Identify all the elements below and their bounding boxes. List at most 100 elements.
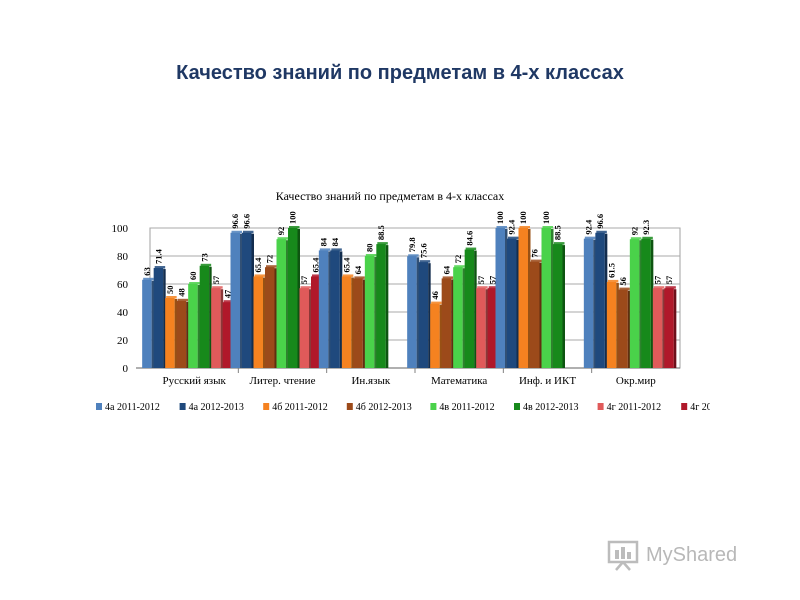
bar-top	[665, 286, 676, 289]
bar	[553, 244, 563, 368]
bar-top	[266, 265, 277, 268]
legend-label: 4б 2012-2013	[356, 402, 412, 413]
bar	[418, 262, 429, 368]
watermark-text: MyShared	[646, 543, 738, 566]
bar-side	[328, 251, 331, 368]
bar	[318, 250, 329, 368]
bar-side	[428, 263, 431, 368]
data-label: 57	[653, 275, 663, 284]
bar-side	[274, 268, 277, 368]
bar-top	[653, 286, 665, 289]
bar	[664, 288, 674, 368]
bar-side	[351, 277, 354, 368]
bar	[265, 267, 275, 368]
bar-top	[200, 263, 212, 267]
bar	[311, 276, 321, 368]
chart-title: Качество знаний по предметам в 4-х класс…	[276, 189, 505, 203]
x-tick-label: Окр.мир	[616, 375, 656, 387]
bar	[606, 281, 617, 368]
bar	[222, 302, 233, 368]
data-label: 64	[441, 265, 451, 274]
data-label: 96.6	[242, 214, 252, 229]
bar	[165, 298, 175, 368]
bar-top	[584, 236, 596, 240]
bar-side	[362, 279, 366, 368]
bar-top	[496, 226, 507, 229]
bar	[407, 256, 417, 368]
bar-side	[505, 229, 508, 368]
y-tick-label: 40	[117, 307, 129, 319]
bar	[276, 239, 286, 368]
data-label: 100	[288, 211, 298, 224]
x-tick-label: Русский язык	[162, 375, 226, 387]
bar-top	[630, 237, 642, 240]
bar	[464, 249, 475, 368]
bar-top	[354, 276, 365, 279]
data-label: 79.8	[407, 237, 417, 252]
x-axis-ticks: Русский язык Литер. чтение Ин.язык Математи…	[162, 368, 656, 387]
data-label: 50	[165, 286, 175, 295]
bar-top	[488, 286, 500, 289]
bar-side	[385, 245, 389, 368]
bar	[618, 289, 628, 368]
legend-swatch	[263, 403, 270, 410]
bar-side	[528, 229, 531, 368]
bar-side	[474, 250, 477, 368]
bar-top	[277, 237, 288, 240]
bar	[376, 244, 386, 368]
data-label: 100	[495, 211, 505, 224]
bar-side	[439, 304, 443, 368]
slide-title: Качество знаний по предметам в 4-х класс…	[176, 62, 624, 84]
bar	[153, 268, 164, 368]
bar-side	[650, 239, 654, 368]
bar-top	[231, 230, 242, 234]
legend-item: 4а 2011-2012	[96, 402, 160, 413]
bar-top	[596, 230, 607, 234]
bar-top	[454, 265, 465, 268]
bar	[641, 238, 651, 368]
bar	[476, 288, 486, 368]
bar-top	[189, 282, 200, 285]
x-tick-label: Литер. чтение	[250, 375, 316, 387]
bar	[299, 288, 309, 368]
data-label: 63	[142, 267, 152, 276]
y-tick-label: 60	[117, 279, 129, 291]
data-label: 72	[453, 255, 463, 264]
data-label: 57	[487, 275, 497, 284]
legend-item: 4в 2012-2013	[514, 402, 579, 413]
y-axis-ticks: 0 20 40 60 80 100	[112, 223, 129, 375]
bar-side	[374, 257, 377, 368]
x-tick-label: Математика	[431, 375, 487, 387]
bar-top	[319, 248, 331, 251]
data-label: 80	[365, 244, 375, 253]
bar-top	[477, 286, 488, 289]
bar-side	[240, 233, 243, 368]
data-label: 46	[430, 291, 440, 300]
legend-item: 4б 2012-2013	[346, 402, 412, 413]
bar-side	[309, 289, 312, 368]
bar-side	[485, 289, 489, 368]
bar-top	[431, 301, 442, 305]
bar	[507, 238, 517, 368]
bar-side	[263, 277, 266, 368]
bar-side	[339, 251, 343, 368]
data-label: 60	[188, 272, 198, 281]
bar-top	[408, 254, 419, 257]
data-label: 84.6	[464, 231, 474, 246]
data-label: 65.4	[311, 257, 321, 273]
bar	[199, 265, 210, 368]
legend: 4а 2011-2012 4а 2012-2013 4б 2011-2012 4б 2…	[96, 402, 710, 413]
bar-top	[166, 296, 177, 299]
bar-side	[516, 239, 519, 368]
bar-side	[627, 290, 631, 368]
bar	[230, 232, 240, 368]
bar-top	[419, 260, 431, 263]
bar-side	[220, 289, 224, 368]
data-label: 75.6	[418, 243, 428, 258]
data-label: 57	[664, 275, 674, 284]
legend-swatch	[346, 403, 353, 410]
legend-swatch	[514, 403, 520, 410]
bar-side	[462, 268, 466, 368]
data-label: 92.4	[507, 219, 517, 235]
bar-top	[465, 247, 477, 251]
